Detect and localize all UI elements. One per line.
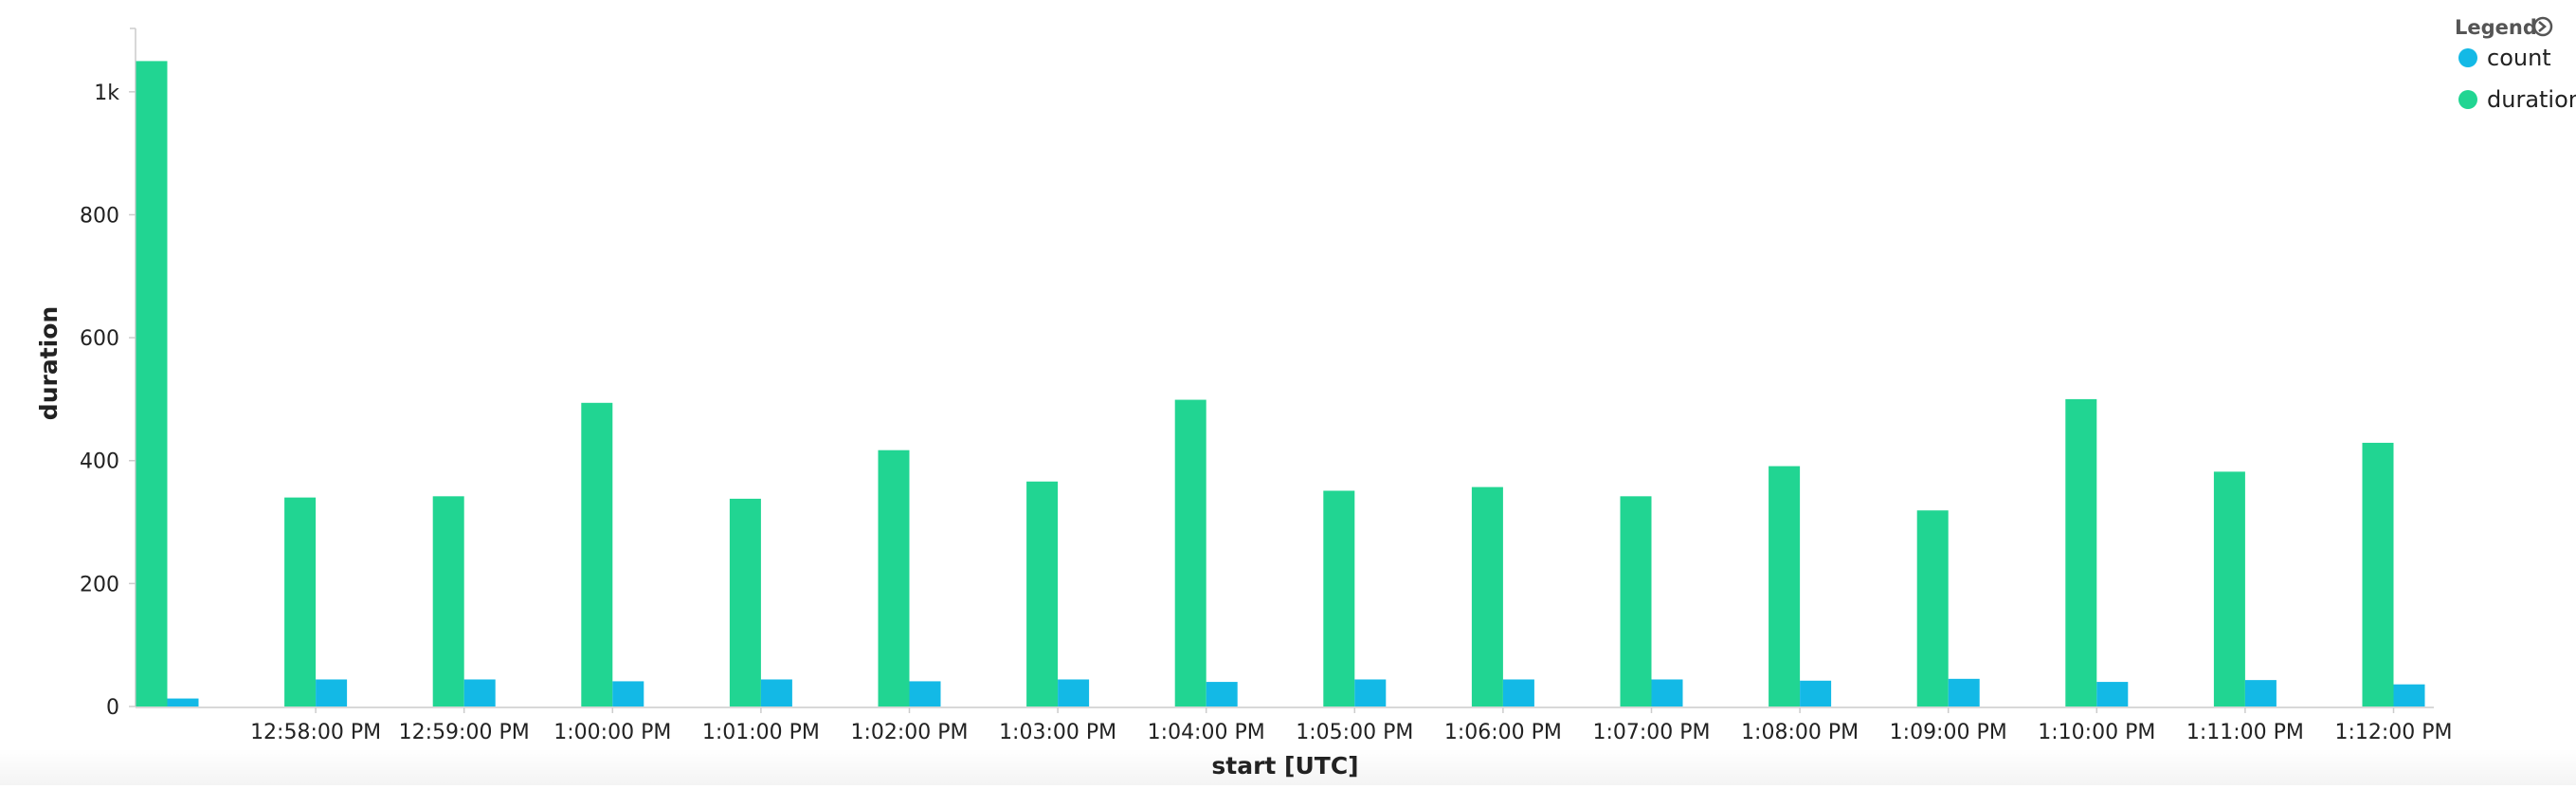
y-tick-label: 200 (80, 573, 119, 596)
bar-count[interactable] (2244, 680, 2277, 706)
x-axis-title: start [UTC] (1211, 752, 1358, 780)
x-tick-label: 1:12:00 PM (2334, 721, 2452, 744)
y-tick-label: 800 (80, 204, 119, 228)
x-tick-label: 1:05:00 PM (1296, 721, 1413, 744)
bar-duration[interactable] (581, 402, 613, 706)
x-tick-label: 1:00:00 PM (553, 721, 671, 744)
bar-count[interactable] (1354, 679, 1387, 706)
x-tick-label: 1:03:00 PM (999, 721, 1116, 744)
y-tick-label: 1k (94, 82, 119, 105)
bar-duration[interactable] (1174, 399, 1206, 706)
x-tick-label: 12:59:00 PM (399, 721, 530, 744)
x-tick-label: 1:02:00 PM (850, 721, 968, 744)
legend-toggle-icon[interactable] (2532, 16, 2553, 37)
bar-count[interactable] (2096, 682, 2129, 706)
bar-duration[interactable] (2213, 471, 2245, 706)
bar-duration[interactable] (729, 498, 761, 706)
bar-count[interactable] (760, 679, 792, 706)
bar-count[interactable] (612, 681, 644, 706)
bars (136, 61, 2425, 707)
x-tick-label: 1:11:00 PM (2186, 721, 2304, 744)
x-tick-label: 1:09:00 PM (1890, 721, 2007, 744)
bar-count[interactable] (463, 679, 496, 706)
x-axis: 12:58:00 PM 12:59:00 PM 1:00:00 PM 1:01:00 … (136, 706, 2453, 744)
legend[interactable]: Legend count duration (2455, 16, 2576, 113)
x-tick-label: 12:58:00 PM (250, 721, 381, 744)
x-tick-label: 1:08:00 PM (1741, 721, 1859, 744)
legend-label: count (2487, 45, 2551, 71)
bar-count[interactable] (1651, 679, 1683, 706)
legend-title: Legend (2455, 16, 2537, 39)
y-tick-label: 400 (80, 450, 119, 474)
legend-label: duration (2487, 86, 2576, 113)
y-axis: 0 200 400 600 800 1k (80, 28, 136, 720)
bar-count[interactable] (1206, 682, 1238, 706)
y-tick-label: 600 (80, 327, 119, 351)
bar-duration[interactable] (284, 497, 317, 706)
x-tick-label: 1:01:00 PM (702, 721, 820, 744)
bar-duration[interactable] (432, 496, 464, 706)
bar-duration[interactable] (878, 450, 910, 706)
bar-count[interactable] (1058, 679, 1090, 706)
legend-marker (2458, 48, 2477, 67)
bar-duration[interactable] (136, 61, 168, 707)
bar-count[interactable] (316, 679, 348, 706)
bar-count[interactable] (1502, 679, 1534, 706)
bar-count[interactable] (167, 698, 199, 706)
bar-duration[interactable] (1916, 510, 1949, 706)
bar-count[interactable] (909, 681, 941, 706)
x-tick-label: 1:06:00 PM (1444, 721, 1562, 744)
bar-duration[interactable] (1620, 496, 1652, 706)
legend-item-count[interactable]: count (2458, 45, 2551, 71)
bar-duration[interactable] (2362, 442, 2394, 706)
bar-duration[interactable] (1471, 486, 1503, 706)
legend-item-duration[interactable]: duration (2458, 86, 2576, 113)
bar-count[interactable] (2393, 684, 2425, 706)
bar-duration[interactable] (1769, 466, 1801, 706)
x-tick-label: 1:10:00 PM (2038, 721, 2155, 744)
bar-count[interactable] (1948, 678, 1980, 706)
bar-duration[interactable] (1026, 481, 1059, 706)
x-tick-label: 1:07:00 PM (1592, 721, 1710, 744)
bar-duration[interactable] (2065, 398, 2097, 706)
legend-marker (2458, 90, 2477, 109)
y-tick-label: 0 (106, 696, 119, 720)
bar-count[interactable] (1800, 680, 1832, 706)
bar-duration[interactable] (1323, 490, 1355, 706)
x-tick-label: 1:04:00 PM (1148, 721, 1265, 744)
y-axis-title: duration (35, 306, 63, 420)
